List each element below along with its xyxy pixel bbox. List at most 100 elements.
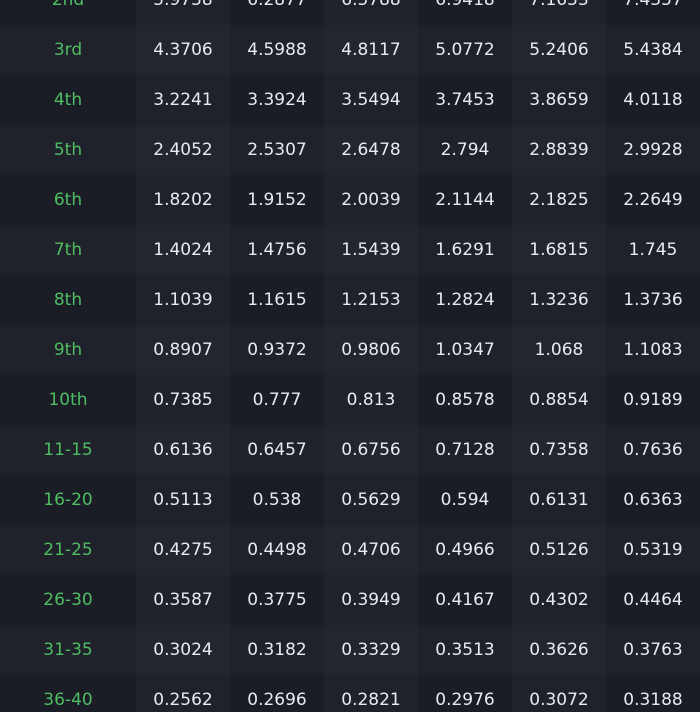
payout-value: 2.794 bbox=[440, 140, 490, 160]
payout-value: 5.2406 bbox=[512, 25, 606, 75]
table-row: 31-35 0.3024 0.3182 0.3329 0.3513 0.3626 0.376… bbox=[0, 625, 700, 675]
payout-value: 0.3024 bbox=[136, 625, 230, 675]
payout-value: 1.9152 bbox=[247, 190, 307, 210]
payout-value: 0.4498 bbox=[247, 540, 307, 560]
payout-value: 6.2877 bbox=[247, 0, 307, 10]
payout-value: 7.1653 bbox=[512, 0, 606, 25]
payout-value: 2.4052 bbox=[136, 125, 230, 175]
payout-value: 0.8907 bbox=[136, 325, 230, 375]
table-row: 36-40 0.2562 0.2696 0.2821 0.2976 0.3072 0.318… bbox=[0, 675, 700, 712]
payout-value: 1.068 bbox=[512, 325, 606, 375]
payout-value: 1.6291 bbox=[435, 240, 495, 260]
payout-value: 0.3763 bbox=[623, 640, 683, 660]
payout-value: 1.3736 bbox=[623, 290, 683, 310]
rank-label: 16-20 bbox=[43, 490, 93, 510]
payout-value: 0.8854 bbox=[512, 375, 606, 425]
payout-value: 0.6131 bbox=[512, 475, 606, 525]
payout-value: 0.4966 bbox=[435, 540, 495, 560]
table-row: 9th 0.8907 0.9372 0.9806 1.0347 1.068 1.1083 bbox=[0, 325, 700, 375]
payout-value: 0.3513 bbox=[435, 640, 495, 660]
payout-value: 0.2821 bbox=[324, 675, 418, 712]
rank-label: 7th bbox=[53, 240, 83, 260]
payout-value: 0.7636 bbox=[623, 440, 683, 460]
payout-value: 1.4024 bbox=[136, 225, 230, 275]
payout-value: 0.2976 bbox=[435, 690, 495, 710]
payout-value: 2.1144 bbox=[435, 190, 495, 210]
payout-value: 0.4706 bbox=[324, 525, 418, 575]
rank-label: 26-30 bbox=[43, 590, 93, 610]
payout-value: 0.5113 bbox=[136, 475, 230, 525]
payout-value: 1.745 bbox=[628, 240, 678, 260]
payout-value: 3.7453 bbox=[435, 90, 495, 110]
table-row: 4th 3.2241 3.3924 3.5494 3.7453 3.8659 4.0118 bbox=[0, 75, 700, 125]
payout-value: 0.4464 bbox=[623, 590, 683, 610]
payout-value: 0.538 bbox=[252, 490, 302, 510]
payout-value: 1.2153 bbox=[324, 275, 418, 325]
payout-value: 0.9806 bbox=[324, 325, 418, 375]
payout-value: 1.8202 bbox=[136, 175, 230, 225]
payout-value: 0.3775 bbox=[247, 590, 307, 610]
payout-value: 5.0772 bbox=[435, 40, 495, 60]
rank-label: 4th bbox=[53, 90, 83, 110]
table-row: 6th 1.8202 1.9152 2.0039 2.1144 2.1825 2.2649 bbox=[0, 175, 700, 225]
payout-value: 0.6363 bbox=[623, 490, 683, 510]
rank-label: 6th bbox=[53, 190, 83, 210]
payout-value: 0.3587 bbox=[136, 575, 230, 625]
table-row: 10th 0.7385 0.777 0.813 0.8578 0.8854 0.9189 bbox=[0, 375, 700, 425]
payout-value: 4.3706 bbox=[136, 25, 230, 75]
payout-value: 0.7128 bbox=[435, 440, 495, 460]
payout-value: 3.8659 bbox=[512, 75, 606, 125]
payout-value: 1.2824 bbox=[435, 290, 495, 310]
payout-value: 0.5629 bbox=[324, 475, 418, 525]
payout-value: 2.8839 bbox=[512, 125, 606, 175]
payout-value: 0.6136 bbox=[136, 425, 230, 475]
payout-value: 0.4167 bbox=[435, 590, 495, 610]
payout-value: 1.0347 bbox=[435, 340, 495, 360]
payout-value: 6.9418 bbox=[435, 0, 495, 10]
payout-value: 2.9928 bbox=[623, 140, 683, 160]
payout-value: 3.2241 bbox=[136, 75, 230, 125]
payout-value: 0.4275 bbox=[136, 525, 230, 575]
rank-label: 3rd bbox=[53, 40, 83, 60]
payout-value: 0.3329 bbox=[324, 625, 418, 675]
payout-value: 3.3924 bbox=[247, 90, 307, 110]
payout-value: 2.6478 bbox=[324, 125, 418, 175]
payout-value: 1.1083 bbox=[623, 340, 683, 360]
payout-value: 0.6756 bbox=[324, 425, 418, 475]
payout-value: 6.5788 bbox=[324, 0, 418, 25]
payout-value: 5.4384 bbox=[623, 40, 683, 60]
table-row: 3rd 4.3706 4.5988 4.8117 5.0772 5.2406 5.4384 bbox=[0, 25, 700, 75]
payout-value: 0.3188 bbox=[623, 690, 683, 710]
rank-label: 5th bbox=[53, 140, 83, 160]
rank-label: 21-25 bbox=[43, 540, 93, 560]
rank-label: 10th bbox=[48, 390, 88, 410]
table-row: 21-25 0.4275 0.4498 0.4706 0.4966 0.5126 0.531… bbox=[0, 525, 700, 575]
payout-value: 0.7358 bbox=[512, 425, 606, 475]
payout-value: 4.8117 bbox=[324, 25, 418, 75]
payout-value: 0.9189 bbox=[623, 390, 683, 410]
payout-value: 4.5988 bbox=[247, 40, 307, 60]
payout-value: 2.1825 bbox=[512, 175, 606, 225]
payout-value: 5.9758 bbox=[136, 0, 230, 25]
payout-value: 3.5494 bbox=[324, 75, 418, 125]
table-row: 5th 2.4052 2.5307 2.6478 2.794 2.8839 2.9928 bbox=[0, 125, 700, 175]
table-row: 7th 1.4024 1.4756 1.5439 1.6291 1.6815 1.745 bbox=[0, 225, 700, 275]
payout-value: 0.9372 bbox=[247, 340, 307, 360]
rank-label: 11-15 bbox=[43, 440, 93, 460]
rank-label: 9th bbox=[53, 340, 83, 360]
payout-value: 0.5126 bbox=[512, 525, 606, 575]
payout-value: 1.4756 bbox=[247, 240, 307, 260]
payout-value: 0.6457 bbox=[247, 440, 307, 460]
payout-value: 2.5307 bbox=[247, 140, 307, 160]
payout-value: 0.3626 bbox=[512, 625, 606, 675]
payout-value: 0.594 bbox=[440, 490, 490, 510]
table-row: 2nd 5.9758 6.2877 6.5788 6.9418 7.1653 7.4357 bbox=[0, 0, 700, 25]
table-row: 11-15 0.6136 0.6457 0.6756 0.7128 0.7358 0.763… bbox=[0, 425, 700, 475]
payout-value: 0.8578 bbox=[435, 390, 495, 410]
table-row: 16-20 0.5113 0.538 0.5629 0.594 0.6131 0.6363 bbox=[0, 475, 700, 525]
payout-value: 0.4302 bbox=[512, 575, 606, 625]
payout-value: 2.2649 bbox=[623, 190, 683, 210]
payout-value: 0.7385 bbox=[136, 375, 230, 425]
payout-value: 0.3182 bbox=[247, 640, 307, 660]
